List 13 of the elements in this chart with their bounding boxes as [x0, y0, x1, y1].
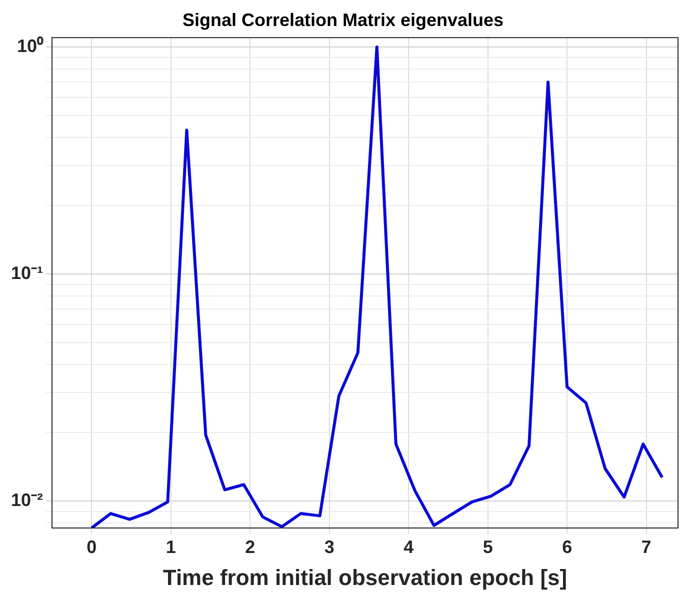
x-axis-title: Time from initial observation epoch [s] [162, 564, 568, 590]
x-tick-label: 6 [562, 536, 572, 557]
chart-title: Signal Correlation Matrix eigenvalues [182, 10, 504, 30]
y-tick-label: 10⁻² [11, 490, 44, 510]
x-tick-label: 3 [324, 536, 334, 557]
x-tick-label: 5 [482, 536, 493, 557]
y-tick-label: 10⁰ [16, 36, 44, 56]
x-tick-label: 0 [86, 536, 97, 557]
x-tick-label: 4 [404, 536, 414, 557]
y-tick-label: 10⁻¹ [11, 262, 44, 283]
x-tick-label: 1 [166, 536, 176, 557]
x-tick-label: 2 [245, 536, 256, 557]
x-tick-label: 7 [641, 536, 652, 557]
